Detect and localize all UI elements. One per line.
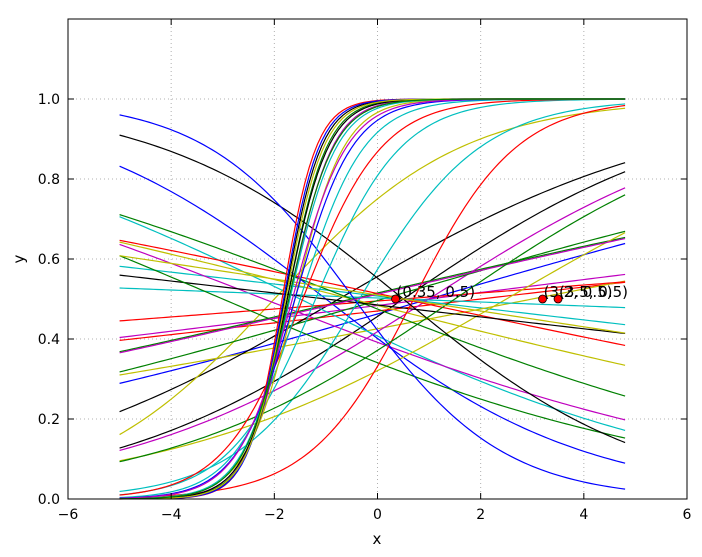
- series-line-25: [119, 134, 626, 444]
- x-tick-label: −6: [58, 507, 79, 523]
- x-tick-label: 4: [579, 507, 588, 523]
- series-line-31: [119, 98, 626, 496]
- point-annotations: (0.35, 0.5) (3.2, 0.5)(3.5, 0.5): [397, 283, 628, 301]
- x-tick-label: −2: [264, 507, 285, 523]
- point-annotation-3: (3.5, 0.5): [559, 283, 628, 301]
- series-line-27: [119, 237, 626, 354]
- series-line-29: [119, 98, 626, 496]
- x-tick-label: 2: [476, 507, 485, 523]
- series-line-22: [119, 255, 626, 439]
- series-line-14: [119, 232, 626, 462]
- series-line-28: [119, 194, 626, 463]
- series-line-11: [119, 243, 626, 421]
- data-points: [391, 294, 563, 304]
- y-tick-label: 0.6: [38, 252, 60, 268]
- series-line-9: [119, 107, 626, 436]
- point-annotation-1: (0.35, 0.5): [397, 283, 476, 301]
- series-line-23: [119, 103, 626, 493]
- x-tick-label: 6: [683, 507, 692, 523]
- series-line-15: [119, 187, 626, 452]
- y-tick-label: 0.0: [38, 492, 60, 508]
- axis-ticks: −6 −4 −2 0 2 4 6 0.0 0.2 0.4 0.6 0.8 1.0: [38, 19, 692, 523]
- series-line-16: [119, 230, 626, 373]
- series-line-26: [119, 114, 626, 490]
- x-tick-label: −4: [161, 507, 182, 523]
- y-axis-label: y: [10, 254, 28, 263]
- series-line-7: [119, 273, 626, 339]
- data-point-2: [538, 294, 547, 304]
- series-line-44: [119, 98, 626, 500]
- series-line-17: [119, 239, 626, 347]
- data-point-3: [553, 294, 563, 304]
- series-line-8: [119, 162, 626, 413]
- series-line-30: [119, 255, 626, 334]
- x-axis-label: x: [373, 530, 382, 548]
- y-tick-label: 0.2: [38, 412, 60, 428]
- series-line-21: [119, 274, 626, 335]
- series-line-2: [119, 242, 626, 384]
- y-tick-label: 0.4: [38, 332, 60, 348]
- data-point-1: [391, 294, 400, 304]
- y-tick-label: 0.8: [38, 172, 60, 188]
- series-line-10: [119, 216, 626, 431]
- y-tick-label: 1.0: [38, 92, 60, 108]
- series-line-4: [119, 281, 626, 341]
- series-line-20: [119, 214, 626, 397]
- series-line-3: [119, 171, 626, 449]
- point-annotation-2: (3.2, 0.5): [544, 283, 613, 301]
- x-tick-label: 0: [373, 507, 382, 523]
